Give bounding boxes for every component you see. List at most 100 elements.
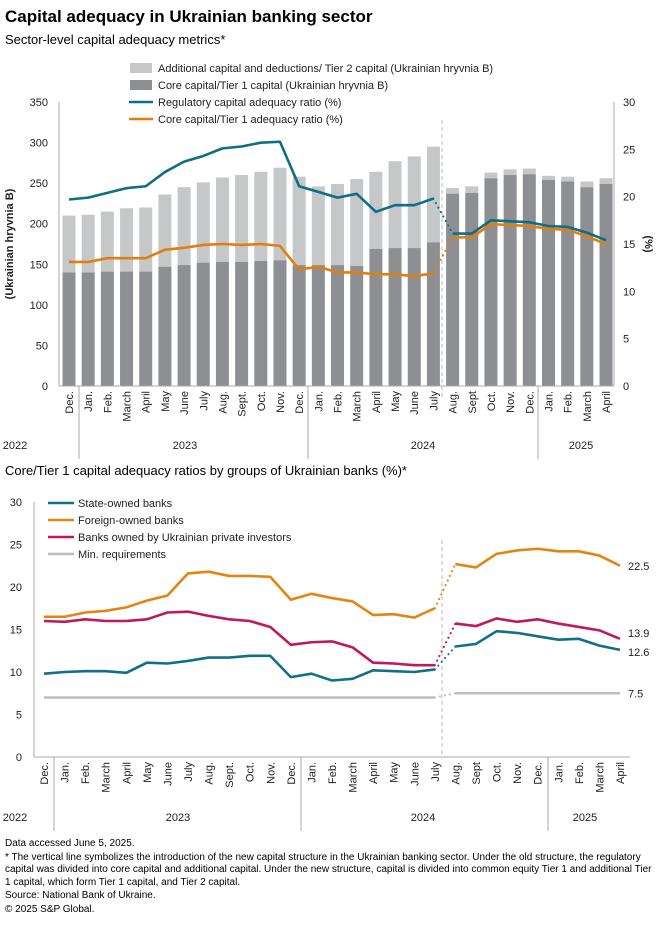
state-owned-line-new: [455, 629, 621, 652]
core-capital-bar: [273, 260, 287, 386]
y-axis-tick: 0: [16, 752, 22, 764]
chart2-month-label: June: [162, 762, 174, 786]
core-capital-bar: [503, 175, 517, 386]
chart1-month-label: March: [352, 391, 364, 422]
chart2-month-label: Oct.: [492, 762, 504, 782]
chart2-subtitle: Core/Tier 1 capital adequacy ratios by g…: [5, 463, 407, 478]
footer-note: * The vertical line symbolizes the intro…: [5, 851, 652, 888]
chart1-month-label: Aug.: [217, 391, 229, 414]
chart1-year-label: 2024: [411, 440, 435, 452]
legend-label: Min. requirements: [78, 549, 167, 561]
footer-copyright: © 2025 S&P Global.: [5, 903, 95, 915]
right-axis-title: (%): [642, 235, 654, 252]
footer-accessed: Data accessed June 5, 2025.: [5, 838, 135, 849]
legend-label: Core capital/Tier 1 adequacy ratio (%): [158, 114, 343, 126]
left-axis-tick: 250: [30, 178, 48, 190]
chart1-month-label: April: [601, 391, 613, 413]
left-axis-tick: 300: [30, 138, 48, 150]
core-capital-bar: [139, 271, 153, 386]
chart2-month-label: Feb.: [80, 762, 92, 784]
core-ratio-line-transition: [432, 236, 454, 275]
y-axis-tick: 5: [16, 710, 22, 722]
left-axis-tick: 0: [42, 381, 48, 393]
chart1-month-label: April: [371, 391, 383, 413]
chart2-month-label: Nov.: [512, 762, 524, 784]
chart1-month-label: May: [390, 391, 402, 412]
core-capital-bar: [446, 193, 460, 386]
chart2-month-label: March: [101, 762, 113, 793]
chart1-month-label: Feb.: [563, 391, 575, 413]
tier2-capital-bar: [273, 167, 287, 261]
core-capital-bar: [465, 192, 479, 386]
private-owned-line-new: [455, 617, 621, 641]
tier2-capital-bar: [580, 181, 594, 188]
y-axis-tick: 10: [10, 667, 22, 679]
foreign-owned-line-new: [455, 547, 621, 569]
legend-label: Banks owned by Ukrainian private investo…: [78, 532, 292, 544]
legend-label: Regulatory capital adequacy ratio (%): [158, 97, 341, 109]
right-axis-tick: 5: [623, 334, 629, 346]
regulatory-ratio-line-transition: [432, 197, 454, 235]
chart2-month-label: Aug.: [204, 762, 216, 785]
core-capital-bar: [542, 179, 555, 386]
core-capital-bar: [331, 265, 345, 386]
chart1-month-label: Sept: [467, 391, 479, 414]
min-requirement-line-transition: [433, 692, 457, 699]
core-capital-bar: [388, 248, 402, 386]
tier2-capital-bar: [331, 183, 345, 266]
chart1-month-label: March: [582, 391, 594, 422]
tier2-capital-bar: [177, 187, 191, 266]
tier2-capital-bar: [522, 168, 536, 175]
tier2-capital-bar: [235, 175, 249, 262]
tier2-capital-bar: [503, 169, 517, 176]
chart1-month-label: Sept.: [237, 391, 249, 417]
chart2-month-label: Dec.: [533, 762, 545, 785]
core-capital-bar: [158, 266, 172, 386]
core-capital-bar: [522, 174, 536, 386]
core-capital-bar: [599, 183, 613, 386]
tier2-capital-bar: [292, 176, 306, 266]
left-axis-tick: 50: [36, 340, 48, 352]
legend-label: State-owned banks: [78, 498, 173, 510]
right-axis-tick: 10: [623, 286, 635, 298]
chart1-month-label: Jan.: [313, 391, 325, 412]
core-capital-bar: [120, 271, 134, 386]
chart2-month-label: July: [183, 762, 195, 782]
left-axis-title: (Ukrainian hryvnia B): [4, 188, 16, 299]
chart2-month-label: May: [142, 762, 154, 783]
right-axis-tick: 30: [623, 97, 635, 109]
chart2-month-label: July: [430, 762, 442, 782]
chart2-month-label: March: [348, 762, 360, 793]
chart1-month-label: Oct.: [256, 391, 268, 411]
chart1-month-label: July: [198, 391, 210, 411]
chart1-month-label: July: [428, 391, 440, 411]
min-requirement-end-label: 7.5: [628, 688, 643, 700]
chart2-month-label: Dec.: [39, 762, 51, 785]
chart2-month-label: May: [389, 762, 401, 783]
tier2-capital-bar: [561, 176, 575, 182]
foreign-owned-line-transition: [433, 563, 457, 610]
foreign-owned-end-label: 22.5: [628, 561, 649, 573]
chart1-month-label: Jan.: [83, 391, 95, 412]
chart2-month-label: Jan.: [306, 762, 318, 783]
chart2-year-label: 2022: [3, 812, 27, 824]
foreign-owned-line-old: [44, 570, 436, 619]
tier2-capital-bar: [139, 207, 153, 272]
chart2-year-label: 2024: [411, 812, 435, 824]
footer: Data accessed June 5, 2025. * The vertic…: [5, 838, 655, 917]
chart2-month-label: March: [594, 762, 606, 793]
chart2-month-label: April: [121, 762, 133, 784]
chart2-month-label: Jan.: [553, 762, 565, 783]
legend-label: Foreign-owned banks: [78, 515, 184, 527]
chart1-month-label: Dec.: [524, 391, 536, 414]
right-axis-tick: 0: [623, 381, 629, 393]
core-capital-bar: [235, 261, 249, 386]
tier2-capital-bar: [350, 179, 364, 266]
chart2-month-label: Nov.: [265, 762, 277, 784]
core-capital-bar: [215, 261, 229, 386]
state-owned-line-transition: [433, 645, 457, 671]
tier2-capital-bar: [407, 156, 421, 249]
chart1-subtitle: Sector-level capital adequacy metrics*: [5, 32, 226, 47]
state-owned-end-label: 12.6: [628, 647, 649, 659]
